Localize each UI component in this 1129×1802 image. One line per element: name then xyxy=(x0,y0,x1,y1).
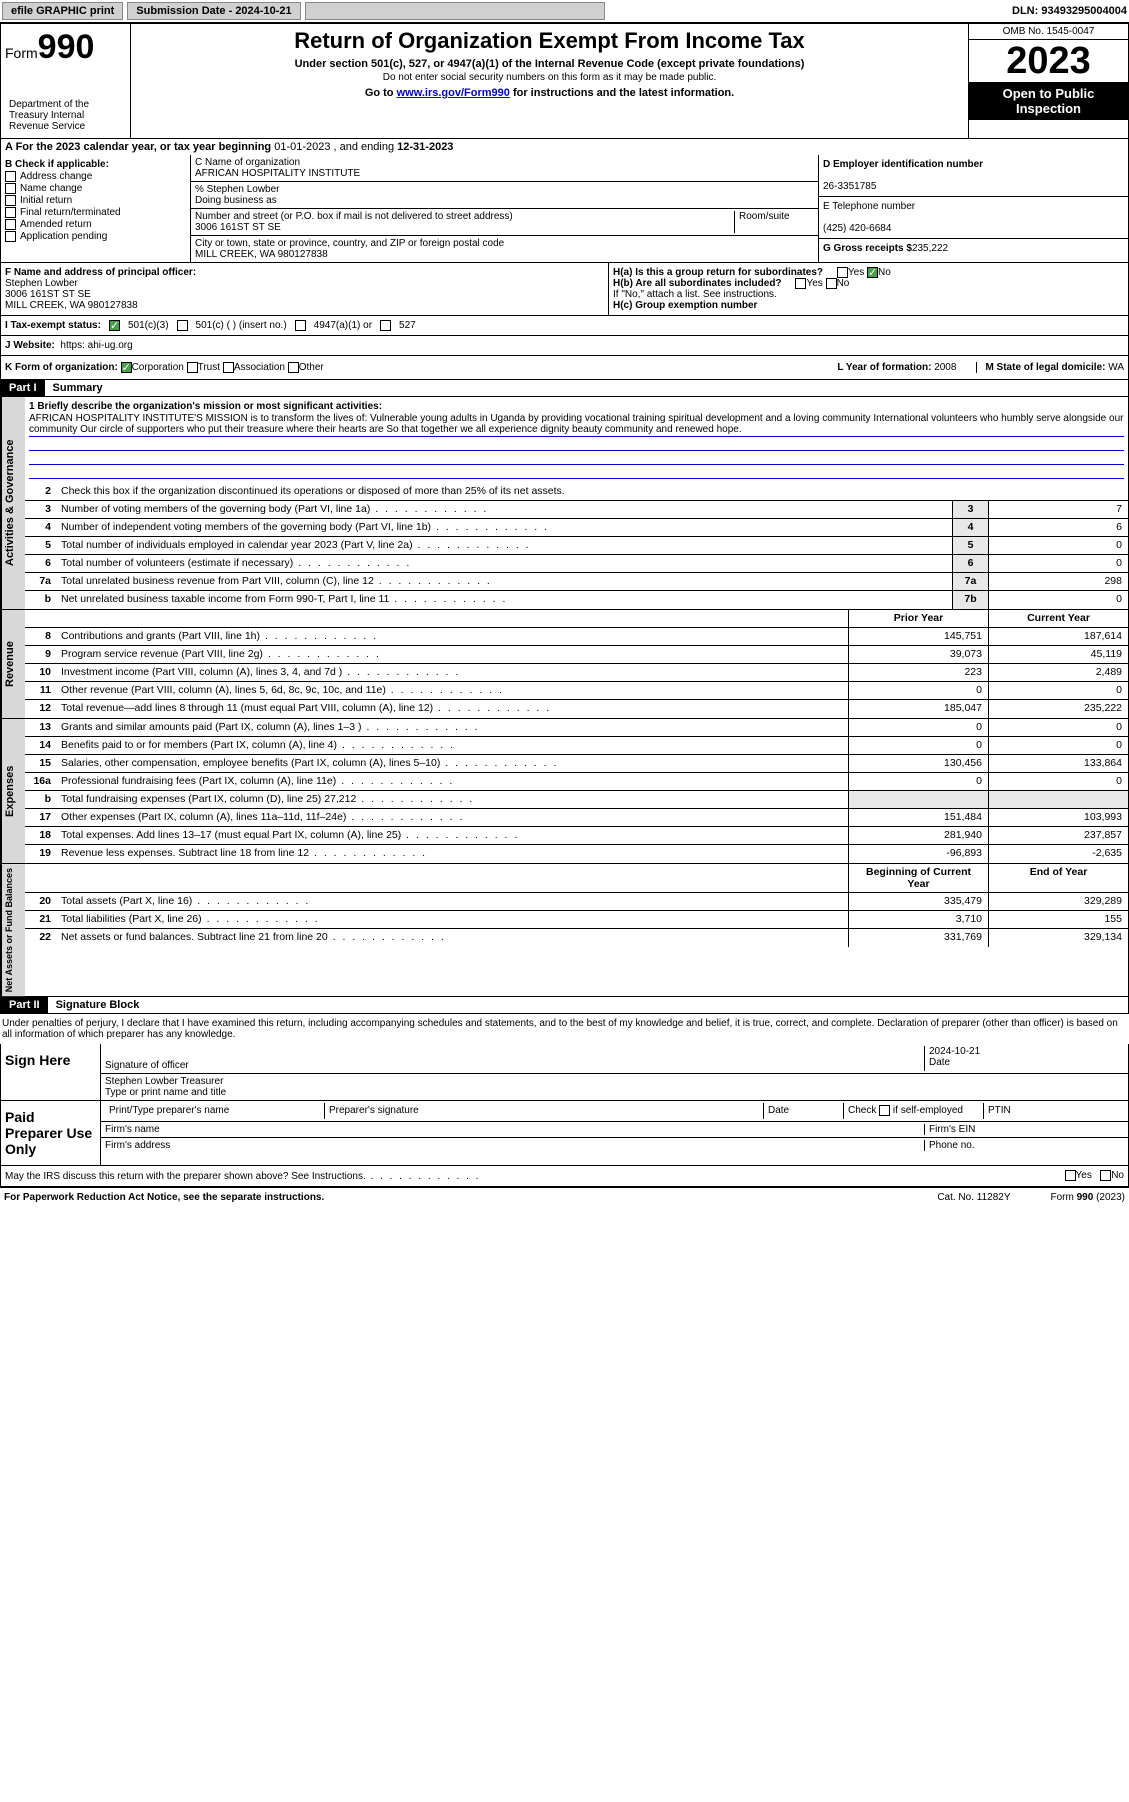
year-formation: 2008 xyxy=(934,362,956,373)
goto-line: Go to www.irs.gov/Form990 for instructio… xyxy=(135,87,964,99)
discuss-yes-checkbox[interactable] xyxy=(1065,1170,1076,1181)
submission-date-button[interactable]: Submission Date - 2024-10-21 xyxy=(127,2,300,20)
dln-label: DLN: 93493295004004 xyxy=(1012,5,1127,17)
revenue-section: Revenue Prior YearCurrent Year 8Contribu… xyxy=(0,610,1129,719)
mission-text: AFRICAN HOSPITALITY INSTITUTE'S MISSION … xyxy=(29,412,1124,437)
part1-header: Part I Summary xyxy=(0,380,1129,397)
final-return-checkbox[interactable] xyxy=(5,207,16,218)
form-header: Form990 Department of the Treasury Inter… xyxy=(0,23,1129,139)
gross-receipts: 235,222 xyxy=(912,243,948,254)
entity-section: B Check if applicable: Address change Na… xyxy=(0,155,1129,263)
row-k: K Form of organization: Corporation Trus… xyxy=(0,356,1129,380)
row-i: I Tax-exempt status: 501(c)(3) 501(c) ( … xyxy=(0,316,1129,336)
netassets-section: Net Assets or Fund Balances Beginning of… xyxy=(0,864,1129,997)
dept-label: Department of the Treasury Internal Reve… xyxy=(5,97,126,134)
discuss-no-checkbox[interactable] xyxy=(1100,1170,1111,1181)
initial-return-checkbox[interactable] xyxy=(5,195,16,206)
ssn-warning: Do not enter social security numbers on … xyxy=(135,72,964,83)
hb-yes-checkbox[interactable] xyxy=(795,278,806,289)
org-name: AFRICAN HOSPITALITY INSTITUTE xyxy=(195,168,814,179)
form-subtitle: Under section 501(c), 527, or 4947(a)(1)… xyxy=(135,58,964,70)
501c-checkbox[interactable] xyxy=(177,320,188,331)
4947-checkbox[interactable] xyxy=(295,320,306,331)
501c3-checkbox[interactable] xyxy=(109,320,120,331)
assoc-checkbox[interactable] xyxy=(223,362,234,373)
section-c-name: C Name of organization AFRICAN HOSPITALI… xyxy=(191,155,818,262)
corp-checkbox[interactable] xyxy=(121,362,132,373)
discuss-row: May the IRS discuss this return with the… xyxy=(0,1166,1129,1186)
part2-header: Part II Signature Block xyxy=(0,997,1129,1014)
address-change-checkbox[interactable] xyxy=(5,171,16,182)
website-value: https: ahi-ug.org xyxy=(60,340,132,351)
application-pending-checkbox[interactable] xyxy=(5,231,16,242)
phone-value: (425) 420-6684 xyxy=(823,223,891,234)
form-title: Return of Organization Exempt From Incom… xyxy=(135,28,964,54)
blank-button xyxy=(305,2,605,20)
form-number: Form990 xyxy=(5,28,126,67)
527-checkbox[interactable] xyxy=(380,320,391,331)
trust-checkbox[interactable] xyxy=(187,362,198,373)
care-of: % Stephen Lowber xyxy=(195,184,814,195)
expenses-section: Expenses 13Grants and similar amounts pa… xyxy=(0,719,1129,864)
sign-date: 2024-10-21 xyxy=(929,1046,980,1057)
row-j: J Website: https: ahi-ug.org xyxy=(0,336,1129,356)
officer-name: Stephen Lowber xyxy=(5,278,78,289)
name-change-checkbox[interactable] xyxy=(5,183,16,194)
section-d: D Employer identification number 26-3351… xyxy=(818,155,1128,262)
tax-year: 2023 xyxy=(969,40,1128,82)
section-f-h: F Name and address of principal officer:… xyxy=(0,263,1129,316)
ha-yes-checkbox[interactable] xyxy=(837,267,848,278)
page-footer: For Paperwork Reduction Act Notice, see … xyxy=(0,1187,1129,1207)
signature-block: Sign Here Signature of officer2024-10-21… xyxy=(0,1044,1129,1166)
ein-value: 26-3351785 xyxy=(823,181,876,192)
efile-button[interactable]: efile GRAPHIC print xyxy=(2,2,123,20)
irs-link[interactable]: www.irs.gov/Form990 xyxy=(397,87,510,99)
self-employed-checkbox[interactable] xyxy=(879,1105,890,1116)
state-domicile: WA xyxy=(1108,362,1124,373)
open-public-badge: Open to Public Inspection xyxy=(969,82,1128,120)
topbar: efile GRAPHIC print Submission Date - 20… xyxy=(0,0,1129,23)
street-address: 3006 161ST ST SE xyxy=(195,222,734,233)
governance-section: Activities & Governance 1 Briefly descri… xyxy=(0,397,1129,610)
amended-return-checkbox[interactable] xyxy=(5,219,16,230)
ha-no-checkbox[interactable] xyxy=(867,267,878,278)
period-row: A For the 2023 calendar year, or tax yea… xyxy=(0,139,1129,155)
officer-signature: Stephen Lowber Treasurer xyxy=(105,1076,223,1087)
other-checkbox[interactable] xyxy=(288,362,299,373)
perjury-text: Under penalties of perjury, I declare th… xyxy=(0,1014,1129,1044)
omb-number: OMB No. 1545-0047 xyxy=(969,24,1128,40)
city-state-zip: MILL CREEK, WA 980127838 xyxy=(195,249,814,260)
section-b-checkboxes: B Check if applicable: Address change Na… xyxy=(1,155,191,262)
hb-no-checkbox[interactable] xyxy=(826,278,837,289)
